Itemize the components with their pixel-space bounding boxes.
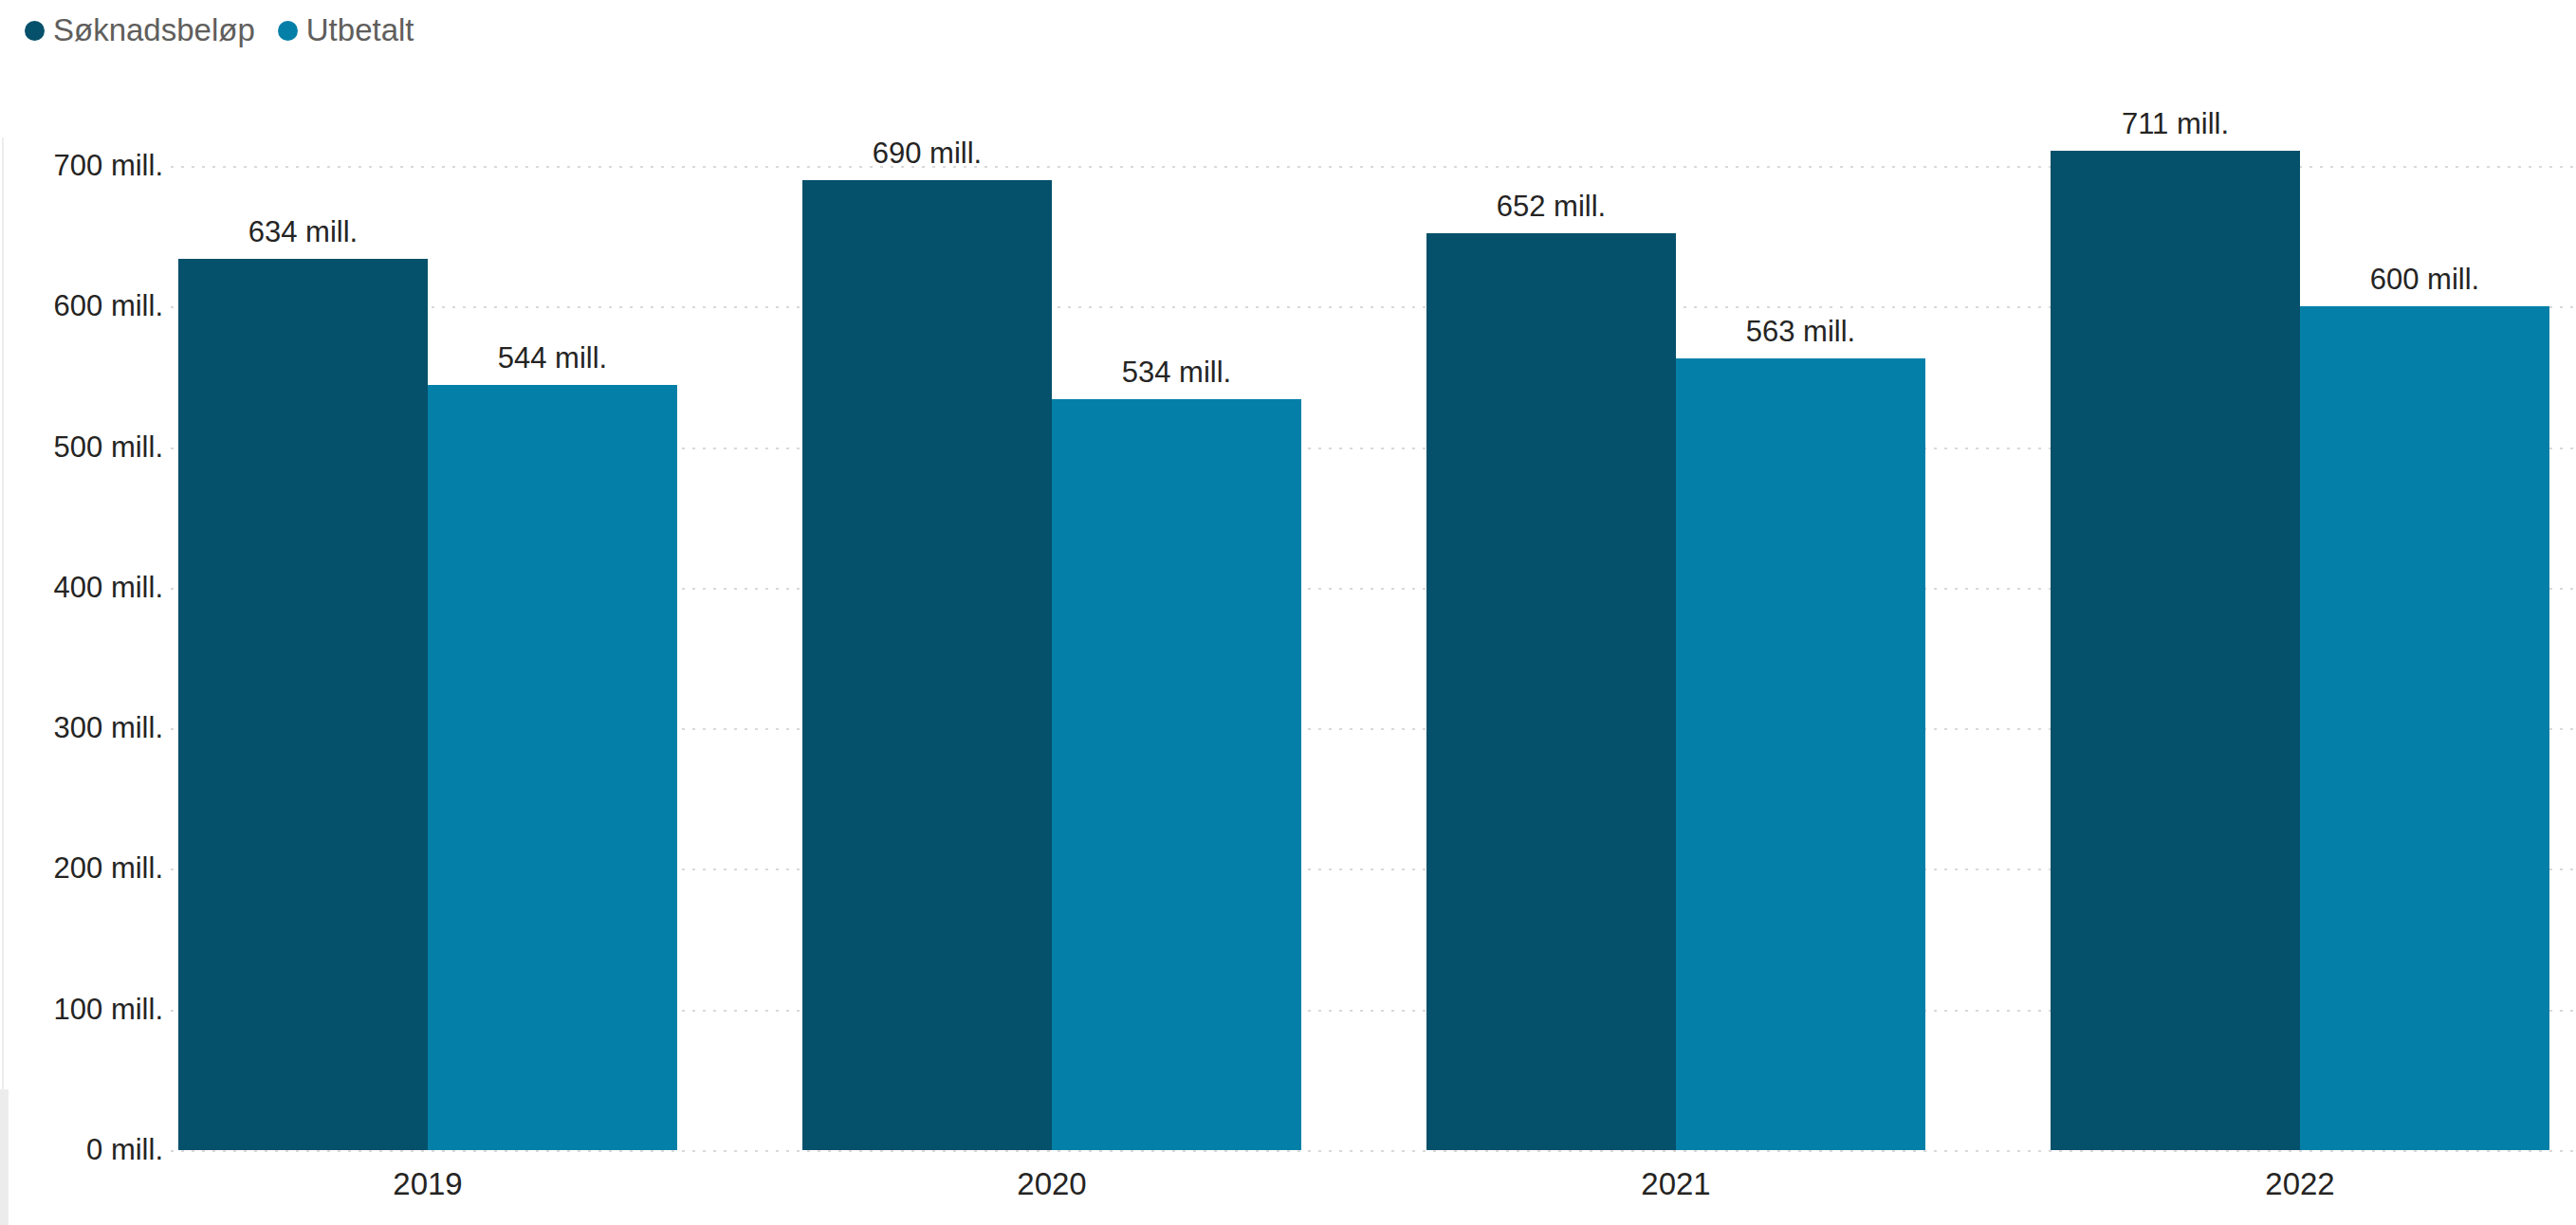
gridline-0 [171, 1150, 2576, 1152]
bar-soknadsbelop-2021[interactable] [1426, 233, 1676, 1150]
data-label-soknadsbelop-2020: 690 mill. [795, 135, 1060, 173]
bar-utbetalt-2020[interactable] [1052, 399, 1301, 1150]
legend-item-soknadsbelop[interactable]: Søknadsbeløp [25, 12, 255, 48]
y-tick-label-200: 200 mill. [0, 850, 163, 887]
clustered-bar-chart: Søknadsbeløp Utbetalt 0 mill. 100 mill. 200… [0, 0, 2576, 1225]
data-label-utbetalt-2019: 544 mill. [420, 339, 686, 377]
legend: Søknadsbeløp Utbetalt [25, 8, 414, 53]
legend-item-utbetalt[interactable]: Utbetalt [278, 12, 414, 48]
y-tick-label-0: 0 mill. [0, 1131, 163, 1169]
data-label-utbetalt-2022: 600 mill. [2292, 261, 2558, 299]
legend-dot-icon [25, 21, 45, 41]
bar-soknadsbelop-2022[interactable] [2051, 151, 2300, 1150]
vertical-scrollbar[interactable] [0, 1089, 9, 1225]
y-tick-label-600: 600 mill. [0, 287, 163, 325]
y-tick-label-300: 300 mill. [0, 709, 163, 747]
bar-utbetalt-2022[interactable] [2300, 306, 2549, 1150]
y-tick-label-100: 100 mill. [0, 991, 163, 1029]
x-tick-label-2020: 2020 [740, 1164, 1364, 1204]
data-label-soknadsbelop-2022: 711 mill. [2043, 105, 2309, 143]
legend-dot-icon [278, 21, 298, 41]
y-tick-label-500: 500 mill. [0, 429, 163, 466]
data-label-soknadsbelop-2019: 634 mill. [171, 213, 436, 251]
left-edge-line [2, 137, 4, 1090]
data-label-utbetalt-2020: 534 mill. [1044, 354, 1310, 392]
x-tick-label-2022: 2022 [1988, 1164, 2576, 1204]
data-label-soknadsbelop-2021: 652 mill. [1419, 188, 1684, 226]
x-tick-label-2019: 2019 [116, 1164, 740, 1204]
bar-utbetalt-2021[interactable] [1676, 358, 1925, 1150]
x-tick-label-2021: 2021 [1364, 1164, 1988, 1204]
bar-soknadsbelop-2020[interactable] [802, 180, 1052, 1150]
legend-label: Utbetalt [306, 12, 414, 48]
y-tick-label-700: 700 mill. [0, 147, 163, 185]
y-tick-label-400: 400 mill. [0, 569, 163, 607]
data-label-utbetalt-2021: 563 mill. [1668, 313, 1934, 351]
legend-label: Søknadsbeløp [53, 12, 255, 48]
bar-utbetalt-2019[interactable] [428, 385, 677, 1150]
bar-soknadsbelop-2019[interactable] [178, 259, 428, 1150]
